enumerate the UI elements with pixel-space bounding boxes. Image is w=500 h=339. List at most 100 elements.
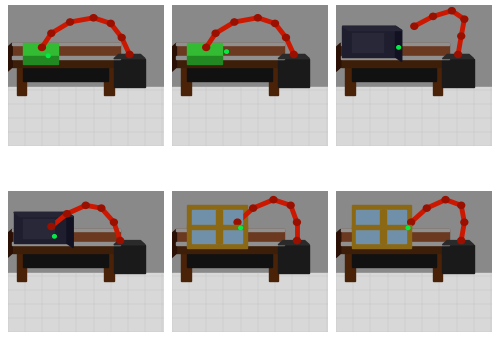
Circle shape [126,51,133,58]
Polygon shape [380,210,386,243]
Circle shape [294,237,300,244]
Polygon shape [356,210,382,243]
Polygon shape [104,66,114,95]
Polygon shape [352,253,436,267]
Polygon shape [172,273,328,332]
Circle shape [118,35,125,41]
Polygon shape [433,66,442,95]
Circle shape [116,237,123,244]
Circle shape [238,226,242,230]
Polygon shape [396,26,402,61]
Polygon shape [23,219,54,238]
Circle shape [38,44,46,51]
Polygon shape [352,67,436,81]
Polygon shape [104,252,114,281]
Polygon shape [278,59,310,87]
Circle shape [458,237,464,244]
Polygon shape [14,212,67,243]
Circle shape [82,202,89,208]
Circle shape [224,50,228,53]
Polygon shape [12,245,120,253]
X-axis label: (d) door-open: (d) door-open [52,335,119,339]
Circle shape [442,197,449,203]
Circle shape [90,15,97,21]
Polygon shape [278,241,310,245]
Circle shape [270,197,277,203]
Polygon shape [188,56,222,64]
Circle shape [234,219,241,225]
Polygon shape [176,229,284,245]
Circle shape [454,51,462,58]
X-axis label: (b) drawer-open: (b) drawer-open [210,149,289,159]
Circle shape [48,30,54,36]
Circle shape [254,15,262,21]
Polygon shape [188,225,247,229]
Circle shape [52,235,56,238]
Polygon shape [114,245,145,273]
X-axis label: (e) window-close: (e) window-close [208,335,291,339]
Polygon shape [67,212,73,247]
Polygon shape [176,43,284,44]
Polygon shape [8,273,164,332]
Polygon shape [340,245,448,253]
Polygon shape [340,242,448,245]
Polygon shape [23,67,107,81]
Polygon shape [278,55,310,59]
Polygon shape [12,43,120,59]
Polygon shape [269,252,278,281]
Circle shape [212,30,219,36]
Polygon shape [340,59,448,67]
Circle shape [408,219,414,225]
Circle shape [64,211,70,217]
Circle shape [98,205,105,211]
Circle shape [461,219,468,225]
Polygon shape [8,229,12,258]
Polygon shape [17,66,26,95]
Polygon shape [176,229,284,231]
Polygon shape [23,56,58,64]
Polygon shape [346,252,355,281]
Polygon shape [269,66,278,95]
Circle shape [424,205,430,211]
Polygon shape [442,59,474,87]
X-axis label: (a) drawer-close: (a) drawer-close [46,149,126,159]
Polygon shape [172,229,176,258]
Polygon shape [8,43,12,71]
Polygon shape [336,87,492,146]
Polygon shape [188,205,247,247]
Polygon shape [346,66,355,95]
Polygon shape [384,210,406,243]
Polygon shape [17,252,26,281]
Polygon shape [176,242,284,245]
Polygon shape [12,43,120,44]
Polygon shape [188,253,272,267]
Polygon shape [176,43,284,59]
Polygon shape [181,252,190,281]
Polygon shape [216,210,222,243]
Polygon shape [176,59,284,67]
Polygon shape [220,210,242,243]
Circle shape [46,54,50,58]
Polygon shape [12,242,120,245]
Polygon shape [278,245,310,273]
Polygon shape [114,55,145,59]
Polygon shape [12,229,120,245]
Circle shape [458,33,464,39]
Circle shape [461,16,468,22]
Circle shape [430,13,436,19]
Polygon shape [172,87,328,146]
Polygon shape [12,56,120,59]
Circle shape [250,205,256,211]
Polygon shape [176,56,284,59]
Polygon shape [442,241,474,245]
Polygon shape [340,56,448,59]
Circle shape [66,19,73,25]
Circle shape [458,202,464,208]
Polygon shape [352,33,383,52]
Circle shape [448,7,456,14]
Circle shape [282,35,290,41]
Circle shape [231,19,238,25]
Polygon shape [340,229,448,231]
X-axis label: (f) window-open: (f) window-open [375,335,454,339]
Polygon shape [336,229,340,258]
